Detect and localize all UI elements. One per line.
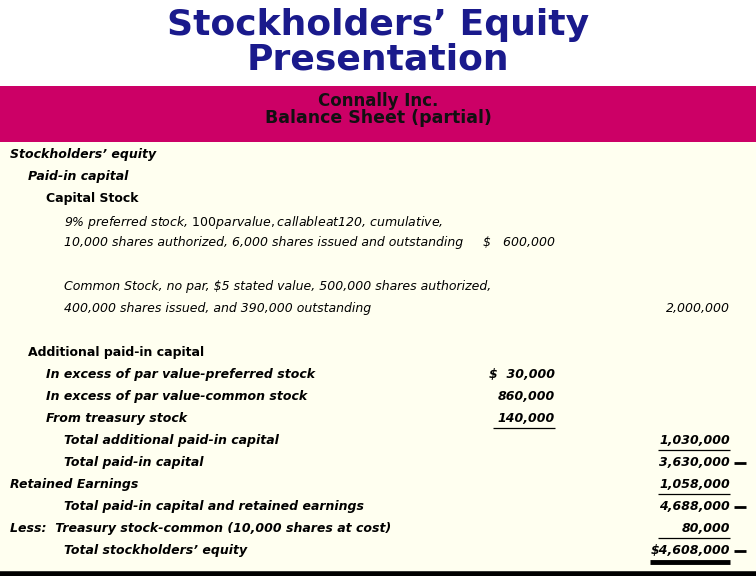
Text: From treasury stock: From treasury stock (46, 412, 187, 425)
Text: $4,608,000: $4,608,000 (650, 544, 730, 557)
Text: 1,058,000: 1,058,000 (659, 478, 730, 491)
Text: In excess of par value-common stock: In excess of par value-common stock (46, 390, 307, 403)
Text: Additional paid-in capital: Additional paid-in capital (28, 346, 204, 359)
Text: 860,000: 860,000 (497, 390, 555, 403)
Text: 400,000 shares issued, and 390,000 outstanding: 400,000 shares issued, and 390,000 outst… (64, 302, 371, 315)
Text: 10,000 shares authorized, 6,000 shares issued and outstanding: 10,000 shares authorized, 6,000 shares i… (64, 236, 463, 249)
Text: Connally Inc.: Connally Inc. (318, 92, 438, 110)
Text: Stockholders’ equity: Stockholders’ equity (10, 148, 156, 161)
Text: Total additional paid-in capital: Total additional paid-in capital (64, 434, 279, 447)
Text: Presentation: Presentation (246, 42, 510, 76)
Text: 2,000,000: 2,000,000 (666, 302, 730, 315)
Text: 1,030,000: 1,030,000 (659, 434, 730, 447)
Text: 9% preferred stock, $100 par value, callable at $120, cumulative,: 9% preferred stock, $100 par value, call… (64, 214, 443, 231)
Text: Total paid-in capital and retained earnings: Total paid-in capital and retained earni… (64, 500, 364, 513)
Text: Stockholders’ Equity: Stockholders’ Equity (167, 8, 589, 42)
Text: 80,000: 80,000 (681, 522, 730, 535)
Text: Total stockholders’ equity: Total stockholders’ equity (64, 544, 247, 557)
Text: Retained Earnings: Retained Earnings (10, 478, 138, 491)
Text: Less:  Treasury stock-common (10,000 shares at cost): Less: Treasury stock-common (10,000 shar… (10, 522, 392, 535)
Text: Capital Stock: Capital Stock (46, 192, 138, 205)
Text: 3,630,000: 3,630,000 (659, 456, 730, 469)
Text: $  30,000: $ 30,000 (489, 368, 555, 381)
Bar (0, 142, 756, 576)
Text: In excess of par value-preferred stock: In excess of par value-preferred stock (46, 368, 315, 381)
Text: Balance Sheet (partial): Balance Sheet (partial) (265, 109, 491, 127)
Bar (0, 86, 756, 142)
Text: Total paid-in capital: Total paid-in capital (64, 456, 203, 469)
Text: $   600,000: $ 600,000 (483, 236, 555, 249)
Text: Common Stock, no par, $5 stated value, 500,000 shares authorized,: Common Stock, no par, $5 stated value, 5… (64, 280, 491, 293)
Text: Paid-in capital: Paid-in capital (28, 170, 129, 183)
Text: 4,688,000: 4,688,000 (659, 500, 730, 513)
Text: 140,000: 140,000 (497, 412, 555, 425)
